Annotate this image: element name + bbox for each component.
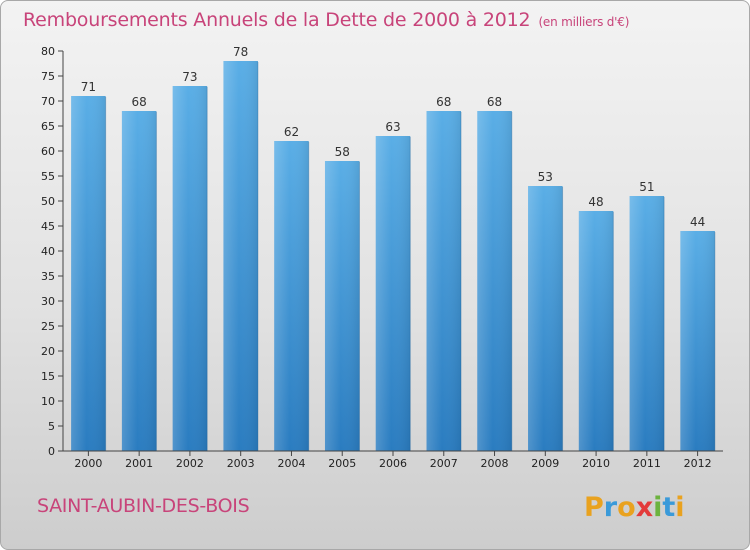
y-tick-label: 45: [41, 220, 55, 233]
x-tick-label: 2008: [481, 457, 509, 470]
bar-shine: [426, 111, 462, 451]
x-tick-label: 2010: [582, 457, 610, 470]
value-label: 68: [487, 95, 502, 109]
value-label: 51: [639, 180, 654, 194]
bar-shine: [71, 96, 106, 451]
proxiti-logo: Proxiti: [584, 492, 685, 523]
x-tick-label: 2001: [125, 457, 153, 470]
x-tick-label: 2002: [176, 457, 204, 470]
bars-group: [71, 61, 716, 451]
y-tick-label: 80: [41, 45, 55, 58]
bar-shine: [121, 111, 157, 451]
y-tick-label: 65: [41, 120, 55, 133]
x-tick-label: 2004: [277, 457, 305, 470]
y-tick-label: 10: [41, 395, 55, 408]
value-label: 48: [588, 195, 603, 209]
value-label: 73: [182, 70, 197, 84]
value-label: 71: [81, 80, 96, 94]
value-labels: 71 68 73 78 62 58 63 68 68 53 48 51 44: [81, 45, 706, 229]
x-tick-label: 2005: [328, 457, 356, 470]
y-tick-label: 25: [41, 320, 55, 333]
x-tick-label: 2007: [430, 457, 458, 470]
x-tick-label: 2012: [684, 457, 712, 470]
bar-shine: [477, 111, 512, 451]
x-tick-label: 2009: [531, 457, 559, 470]
x-tick-label: 2006: [379, 457, 407, 470]
y-tick-label: 20: [41, 345, 55, 358]
bar-shine: [629, 196, 665, 451]
value-label: 53: [538, 170, 553, 184]
y-tick-label: 15: [41, 370, 55, 383]
value-label: 62: [284, 125, 299, 139]
chart-title-text: Remboursements Annuels de la Dette de 20…: [23, 9, 531, 31]
value-label: 68: [132, 95, 147, 109]
bar-shine: [375, 136, 411, 451]
value-label: 68: [436, 95, 451, 109]
y-axis: 0 5 10 15 20 25 30 35 40 45 50 55 60 65 70 75 80: [41, 45, 64, 458]
y-tick-label: 55: [41, 170, 55, 183]
y-tick-label: 70: [41, 95, 55, 108]
value-label: 78: [233, 45, 248, 59]
svg-text:Proxiti: Proxiti: [584, 492, 685, 523]
bar-shine: [324, 161, 360, 451]
y-tick-label: 40: [41, 245, 55, 258]
bar-shine: [274, 141, 309, 451]
bar-shine: [172, 86, 208, 451]
x-tick-label: 2000: [74, 457, 102, 470]
bar-shine: [680, 231, 715, 451]
chart-unit: (en milliers d'€): [538, 15, 630, 29]
chart-title: Remboursements Annuels de la Dette de 20…: [23, 9, 629, 31]
x-axis: 2000 2001 2002 2003 2004 2005 2006 2007 2008 2009…: [63, 450, 723, 470]
y-tick-label: 0: [48, 445, 55, 458]
y-tick-label: 5: [48, 420, 55, 433]
y-tick-label: 30: [41, 295, 55, 308]
bar-shine: [578, 211, 614, 451]
x-tick-label: 2003: [227, 457, 255, 470]
x-tick-label: 2011: [633, 457, 661, 470]
bar-shine: [223, 61, 258, 451]
bar-shine: [528, 186, 563, 451]
commune-name: SAINT-AUBIN-DES-BOIS: [37, 495, 250, 517]
value-label: 63: [385, 120, 400, 134]
value-label: 44: [690, 215, 705, 229]
y-tick-label: 35: [41, 270, 55, 283]
y-tick-label: 60: [41, 145, 55, 158]
value-label: 58: [335, 145, 350, 159]
y-tick-label: 75: [41, 70, 55, 83]
y-tick-label: 50: [41, 195, 55, 208]
